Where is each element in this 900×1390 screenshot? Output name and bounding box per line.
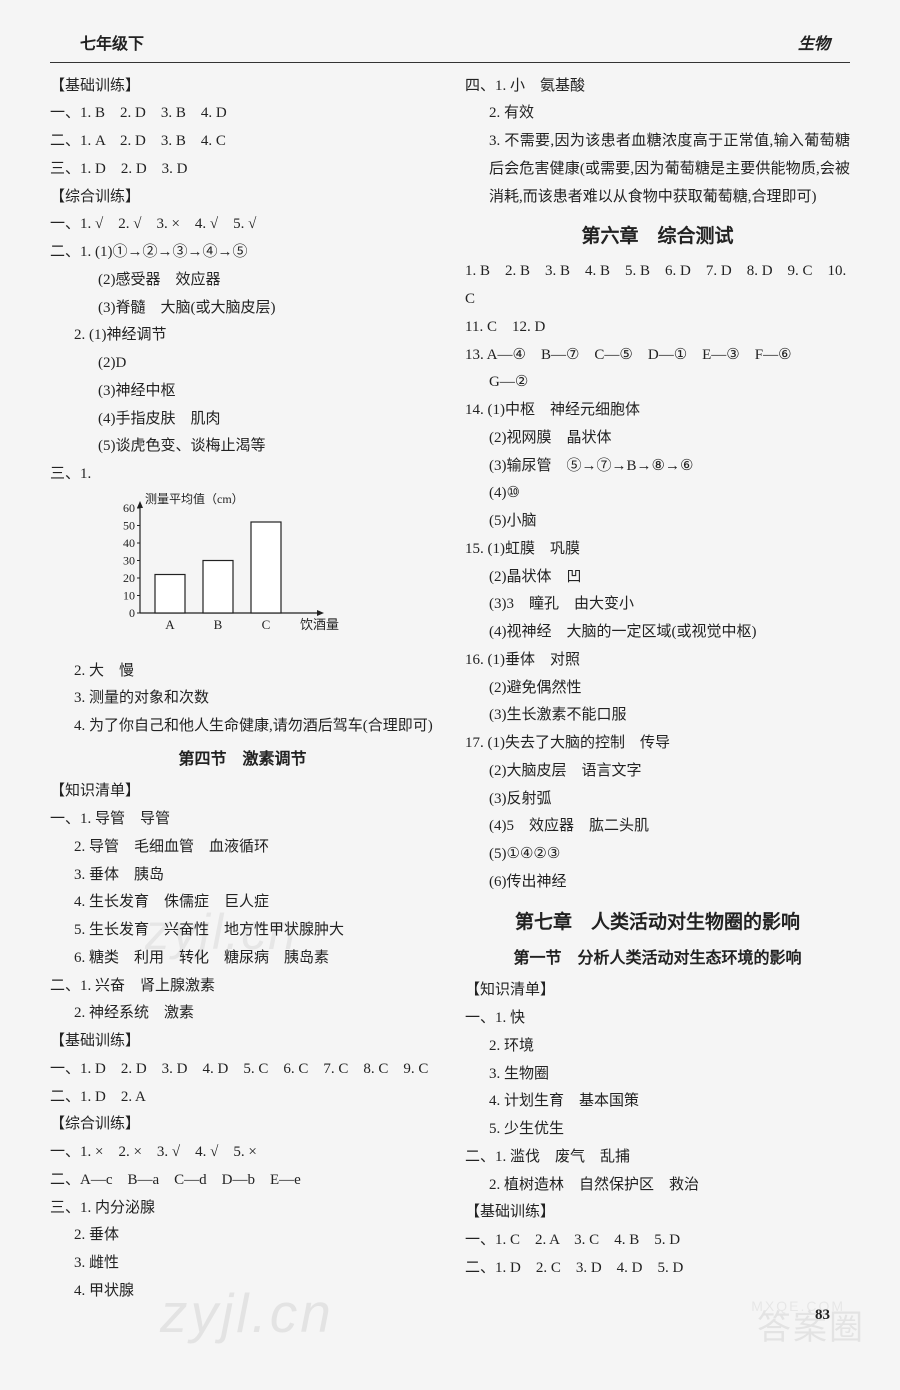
answer-row: 一、1. B 2. D 3. B 4. D (50, 100, 435, 128)
answer-row: 3. 垂体 胰岛 (50, 862, 435, 890)
watermark: 答案圈 (757, 1297, 865, 1360)
answer-row: 一、1. D 2. D 3. D 4. D 5. C 6. C 7. C 8. … (50, 1056, 435, 1084)
answer-row: 二、1. A 2. D 3. B 4. C (50, 128, 435, 156)
answer-row: (2)避免偶然性 (465, 675, 850, 703)
answer-row: 4. 生长发育 侏儒症 巨人症 (50, 889, 435, 917)
svg-text:50: 50 (123, 518, 135, 532)
svg-text:20: 20 (123, 571, 135, 585)
answer-row: 15. (1)虹膜 巩膜 (465, 536, 850, 564)
answer-row: 四、1. 小 氨基酸 (465, 73, 850, 101)
answer-row: 4. 计划生育 基本国策 (465, 1088, 850, 1116)
page-number: 83 (815, 1302, 830, 1330)
answer-row: 5. 少生优生 (465, 1116, 850, 1144)
answer-row: (3)生长激素不能口服 (465, 702, 850, 730)
answer-row: 16. (1)垂体 对照 (465, 647, 850, 675)
section-title: 第一节 分析人类活动对生态环境的影响 (465, 944, 850, 974)
answer-row: 三、1. (50, 461, 435, 489)
section-label: 【知识清单】 (465, 977, 850, 1005)
section-label: 【综合训练】 (50, 1111, 435, 1139)
chapter-title: 第六章 综合测试 (465, 219, 850, 254)
answer-row: (2)感受器 效应器 (50, 267, 435, 295)
answer-row: 一、1. C 2. A 3. C 4. B 5. D (465, 1227, 850, 1255)
section-label: 【综合训练】 (50, 184, 435, 212)
left-column: 【基础训练】 一、1. B 2. D 3. B 4. D 二、1. A 2. D… (50, 73, 435, 1306)
answer-row: 2. 大 慢 (50, 658, 435, 686)
answer-row: (4)5 效应器 肱二头肌 (465, 813, 850, 841)
answer-row: 二、1. (1)①→②→③→④→⑤ (50, 239, 435, 267)
answer-row: 一、1. √ 2. √ 3. × 4. √ 5. √ (50, 211, 435, 239)
svg-text:测量平均值（cm）: 测量平均值（cm） (145, 493, 244, 506)
answer-row: 2. (1)神经调节 (50, 322, 435, 350)
answer-row: 3. 生物圈 (465, 1061, 850, 1089)
section-label: 【知识清单】 (50, 778, 435, 806)
answer-row: 5. 生长发育 兴奋性 地方性甲状腺肿大 (50, 917, 435, 945)
answer-row: (5)谈虎色变、谈梅止渴等 (50, 433, 435, 461)
header-grade: 七年级下 (50, 30, 144, 60)
answer-row: (3)3 瞳孔 由大变小 (465, 591, 850, 619)
answer-row: 2. 环境 (465, 1033, 850, 1061)
right-column: 四、1. 小 氨基酸 2. 有效 3. 不需要,因为该患者血糖浓度高于正常值,输… (465, 73, 850, 1306)
answer-row: 三、1. 内分泌腺 (50, 1195, 435, 1223)
answer-row: 二、1. 兴奋 肾上腺激素 (50, 973, 435, 1001)
answer-row: 13. A—④ B—⑦ C—⑤ D—① E—③ F—⑥ (465, 342, 850, 370)
answer-row: 二、A—c B—a C—d D—b E—e (50, 1167, 435, 1195)
answer-row: (2)晶状体 凹 (465, 564, 850, 592)
svg-text:60: 60 (123, 501, 135, 515)
section-label: 【基础训练】 (465, 1199, 850, 1227)
answer-row: 1. B 2. B 3. B 4. B 5. B 6. D 7. D 8. D … (465, 258, 850, 314)
answer-row: (2)D (50, 350, 435, 378)
header-subject: 生物 (798, 30, 850, 60)
answer-row: 二、1. 滥伐 废气 乱捕 (465, 1144, 850, 1172)
answer-row: 2. 垂体 (50, 1222, 435, 1250)
answer-row: (3)输尿管 ⑤→⑦→B→⑧→⑥ (465, 453, 850, 481)
answer-row: 一、1. 快 (465, 1005, 850, 1033)
answer-row: (6)传出神经 (465, 869, 850, 897)
answer-row: (5)小脑 (465, 508, 850, 536)
svg-text:C: C (262, 617, 271, 632)
answer-row: (4)手指皮肤 肌肉 (50, 406, 435, 434)
svg-text:饮酒量: 饮酒量 (300, 617, 339, 632)
answer-row: 2. 植树造林 自然保护区 救治 (465, 1172, 850, 1200)
answer-row: (5)①④②③ (465, 841, 850, 869)
answer-row: 11. C 12. D (465, 314, 850, 342)
answer-row: 3. 雌性 (50, 1250, 435, 1278)
answer-row: (3)反射弧 (465, 786, 850, 814)
answer-row: (3)脊髓 大脑(或大脑皮层) (50, 295, 435, 323)
answer-row: 4. 为了你自己和他人生命健康,请勿酒后驾车(合理即可) (50, 713, 435, 741)
answer-row: 2. 有效 (465, 100, 850, 128)
svg-text:40: 40 (123, 536, 135, 550)
answer-row: 3. 不需要,因为该患者血糖浓度高于正常值,输入葡萄糖后会危害健康(或需要,因为… (465, 128, 850, 211)
content-columns: 【基础训练】 一、1. B 2. D 3. B 4. D 二、1. A 2. D… (50, 73, 850, 1306)
answer-row: 2. 导管 毛细血管 血液循环 (50, 834, 435, 862)
chapter-title: 第七章 人类活动对生物圈的影响 (465, 905, 850, 940)
section-label: 【基础训练】 (50, 73, 435, 101)
answer-row: 一、1. × 2. × 3. √ 4. √ 5. × (50, 1139, 435, 1167)
answer-row: (3)神经中枢 (50, 378, 435, 406)
answer-row: 4. 甲状腺 (50, 1278, 435, 1306)
svg-text:10: 10 (123, 588, 135, 602)
section-label: 【基础训练】 (50, 1028, 435, 1056)
answer-row: (2)大脑皮层 语言文字 (465, 758, 850, 786)
answer-row: (4)视神经 大脑的一定区域(或视觉中枢) (465, 619, 850, 647)
answer-row: (4)⑩ (465, 480, 850, 508)
answer-row: 二、1. D 2. C 3. D 4. D 5. D (465, 1255, 850, 1283)
svg-text:30: 30 (123, 553, 135, 567)
bar-chart: 测量平均值（cm） 0 10 20 30 40 50 60 A B C 饮酒量 (110, 493, 435, 654)
answer-row: 二、1. D 2. A (50, 1084, 435, 1112)
svg-text:0: 0 (129, 606, 135, 620)
answer-row: G—② (465, 369, 850, 397)
answer-row: 三、1. D 2. D 3. D (50, 156, 435, 184)
answer-row: 一、1. 导管 导管 (50, 806, 435, 834)
answer-row: (2)视网膜 晶状体 (465, 425, 850, 453)
svg-text:A: A (165, 617, 175, 632)
answer-row: 3. 测量的对象和次数 (50, 685, 435, 713)
page-header: 七年级下 生物 (50, 30, 850, 63)
answer-row: 2. 神经系统 激素 (50, 1000, 435, 1028)
section-title: 第四节 激素调节 (50, 745, 435, 775)
answer-row: 6. 糖类 利用 转化 糖尿病 胰岛素 (50, 945, 435, 973)
answer-row: 17. (1)失去了大脑的控制 传导 (465, 730, 850, 758)
svg-text:B: B (214, 617, 223, 632)
answer-row: 14. (1)中枢 神经元细胞体 (465, 397, 850, 425)
